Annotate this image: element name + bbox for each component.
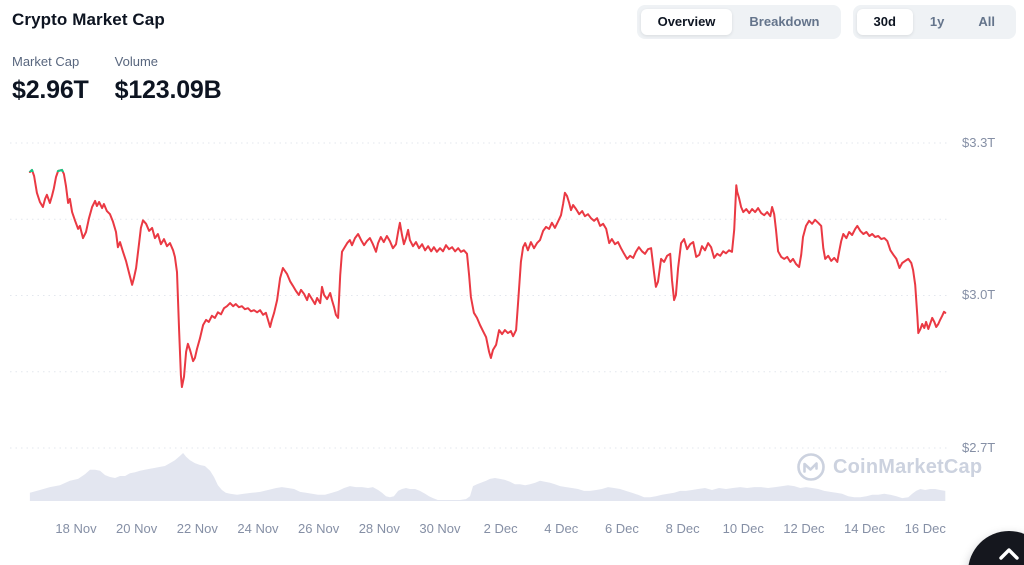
market-cap-line [28,168,947,388]
volume-area [29,453,946,501]
y-axis-label: $2.7T [962,439,996,455]
x-axis-label: 4 Dec [544,521,579,536]
stats-row: Market Cap $2.96T Volume $123.09B [12,54,222,105]
range-30d[interactable]: 30d [856,9,913,35]
volume-value: $123.09B [114,76,222,104]
header: Crypto Market Cap Overview Breakdown 30d… [0,0,1024,44]
chevron-up-icon [999,548,1019,560]
market-cap-label: Market Cap [12,54,80,69]
x-axis-label: 6 Dec [604,521,639,536]
tab-breakdown[interactable]: Breakdown [732,9,836,35]
x-axis-label: 2 Dec [483,521,518,536]
chart-controls: Overview Breakdown 30d 1y All [636,5,1016,39]
x-axis-label: 16 Dec [904,521,946,536]
volume-label: Volume [114,54,159,69]
y-axis-label: $3.0T [962,287,996,303]
x-axis-label: 18 Nov [55,521,97,536]
x-axis-label: 12 Dec [783,521,825,536]
page-title: Crypto Market Cap [12,10,165,29]
range-toggle: 30d 1y All [852,5,1016,39]
x-axis-label: 14 Dec [843,521,886,536]
market-cap-value: $2.96T [12,76,89,104]
x-axis-label: 20 Nov [116,521,158,536]
range-1y[interactable]: 1y [913,9,961,35]
x-axis-label: 28 Nov [358,521,400,536]
x-axis-label: 24 Nov [237,521,279,536]
x-axis-label: 22 Nov [176,521,218,536]
market-cap-stat: Market Cap $2.96T [12,54,89,105]
x-axis-label: 30 Nov [419,521,461,536]
view-toggle: Overview Breakdown [636,5,841,39]
volume-stat: Volume $123.09B [115,54,222,105]
tab-overview[interactable]: Overview [640,9,733,35]
range-all[interactable]: All [961,9,1012,35]
x-axis-label: 10 Dec [722,521,764,536]
market-cap-line-gain [28,168,65,172]
x-axis-label: 26 Nov [298,521,340,536]
x-axis-label: 8 Dec [665,521,700,536]
y-axis-label: $3.3T [962,135,996,150]
